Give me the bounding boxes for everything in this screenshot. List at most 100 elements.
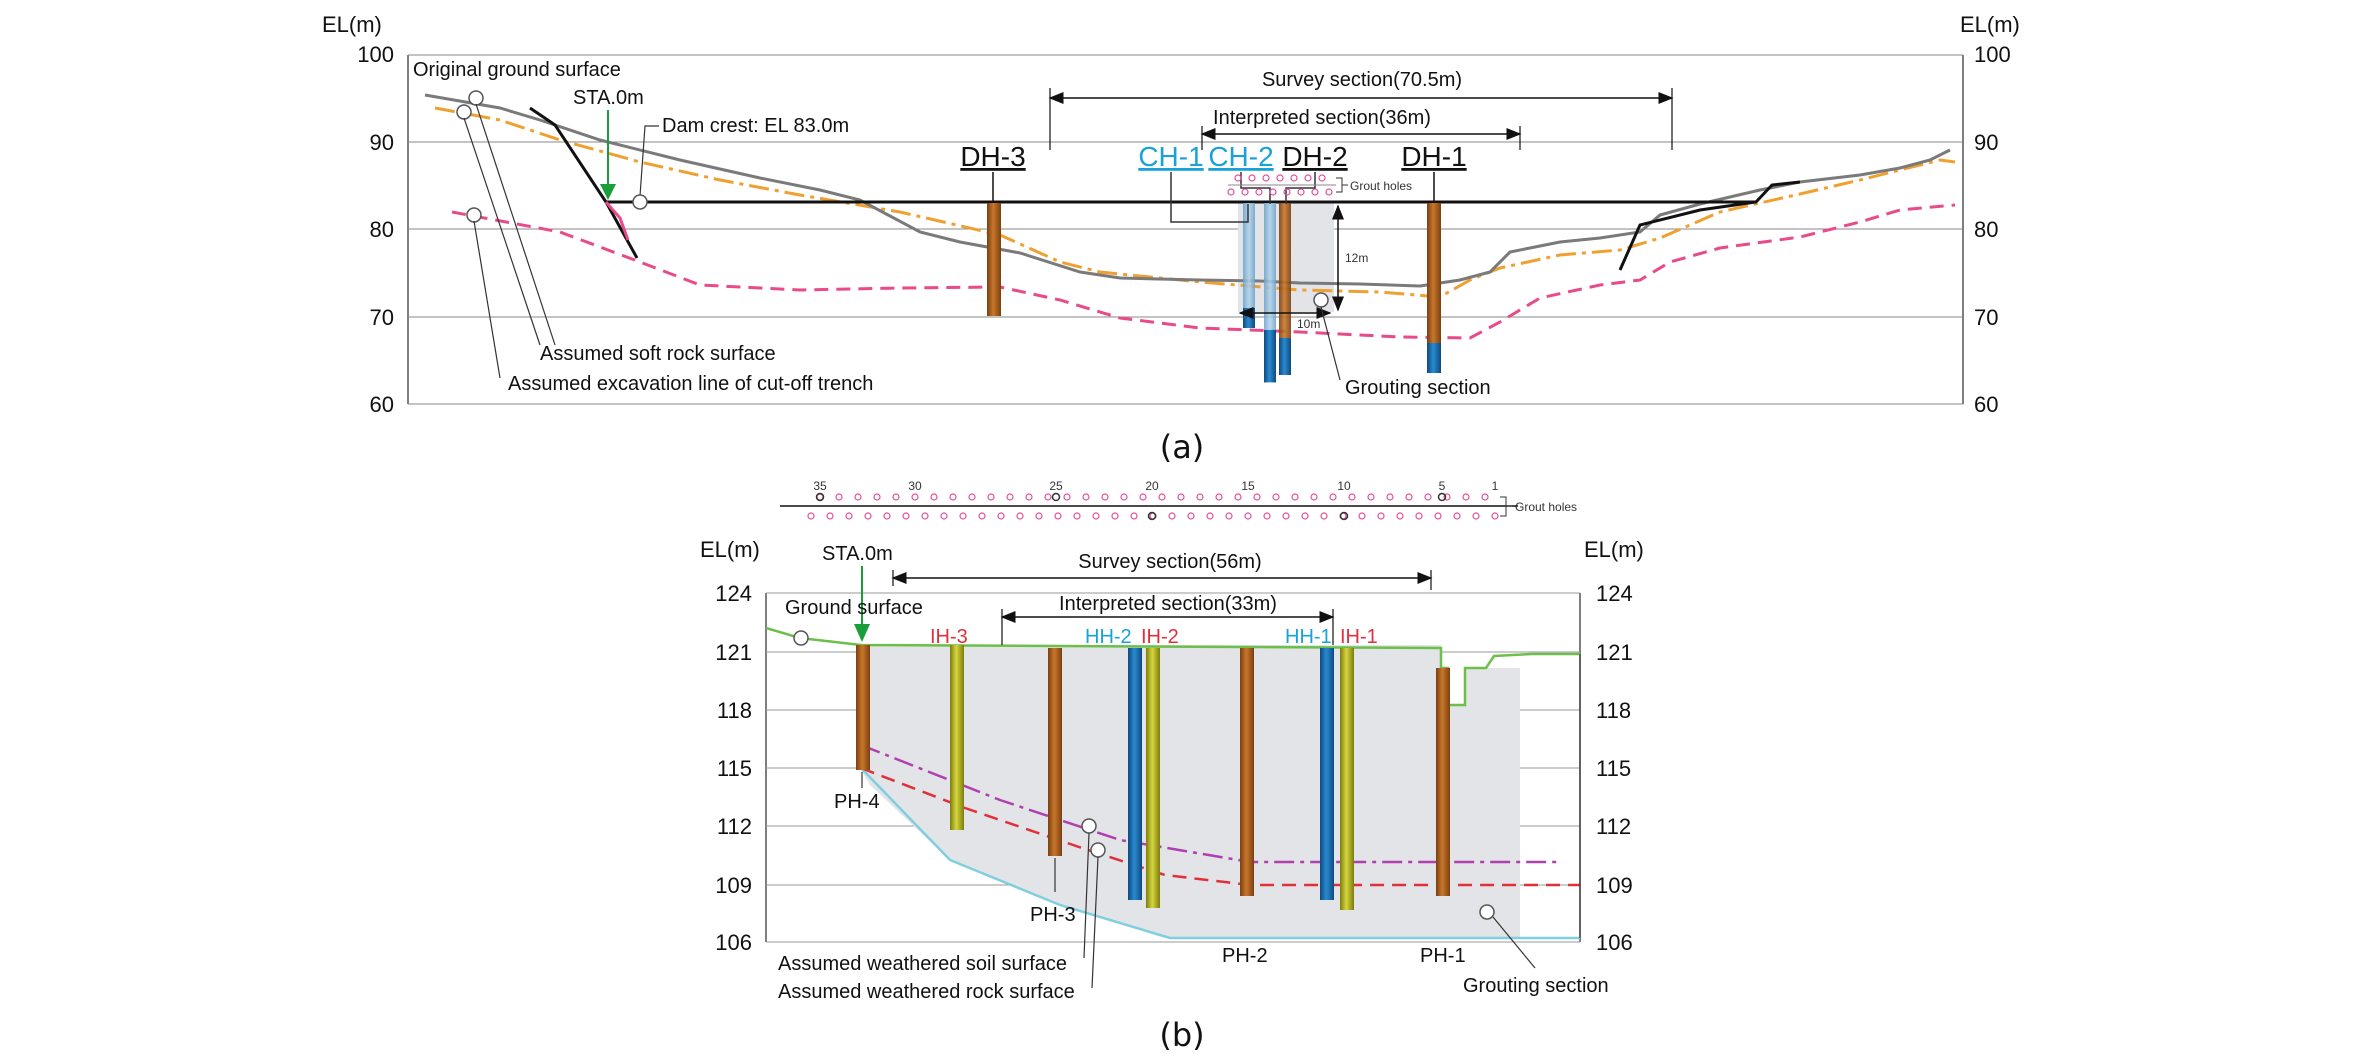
panel-a-sta-label: STA.0m (573, 87, 644, 109)
panel-a-soft-rock-label: Assumed soft rock surface (540, 343, 776, 365)
panel-a-survey-label: Survey section(70.5m) (1262, 69, 1462, 91)
panel-b-grouting-area (861, 645, 1520, 938)
panel-b-caption: (b) (1159, 1016, 1204, 1054)
panel-b-sta-label: STA.0m (822, 543, 893, 565)
panel-b-grout-holes-label: Grout holes (1515, 500, 1577, 514)
y-tick: 70 (1974, 305, 1998, 330)
y-tick: 118 (717, 698, 752, 723)
panel-a-original-ground (424, 93, 1951, 288)
panel-a-dim-horizontal-label: 10m (1297, 317, 1320, 331)
hole-label-hh2: HH-2 (1085, 626, 1132, 648)
borehole-ih3 (950, 645, 964, 830)
hole-label-ph2: PH-2 (1222, 945, 1268, 967)
panel-a-y-ticks-right: 100 90 80 70 60 (1974, 42, 2011, 417)
y-tick: 90 (1974, 130, 1998, 155)
panel-b-y-label-left: EL(m) (700, 537, 760, 562)
panel-a-excavation-label: Assumed excavation line of cut-off trenc… (508, 373, 873, 395)
panel-a: EL(m) EL(m) 100 90 80 70 60 100 90 80 70… (322, 12, 2020, 466)
y-tick: 90 (370, 130, 394, 155)
hole-label-dh3: DH-3 (960, 141, 1025, 172)
panel-a-grouting-label: Grouting section (1345, 377, 1491, 399)
hole-label-ch1: CH-1 (1138, 141, 1203, 172)
panel-b-sta-arrowhead (854, 624, 870, 642)
panel-a-trench-left-red (604, 201, 630, 241)
grout-number: 15 (1241, 479, 1255, 493)
panel-b-weathered-rock-label: Assumed weathered rock surface (778, 981, 1075, 1003)
hole-label-dh2: DH-2 (1282, 141, 1347, 172)
panel-b-grout-holes: 35 30 25 20 15 10 5 1 Grout holes (780, 479, 1577, 521)
borehole-ch1-lower (1243, 308, 1255, 328)
panel-a-original-ground-label: Original ground surface (413, 59, 621, 81)
hole-label-dh1: DH-1 (1401, 141, 1466, 172)
panel-b: 35 30 25 20 15 10 5 1 Grout holes EL(m) (700, 479, 1644, 1054)
y-tick: 115 (717, 756, 752, 781)
y-tick: 121 (1596, 640, 1633, 665)
hole-label-ch2: CH-2 (1208, 141, 1273, 172)
hole-label-ih1: IH-1 (1340, 626, 1378, 648)
borehole-ph3 (1048, 648, 1062, 856)
borehole-ih2 (1146, 648, 1160, 908)
borehole-dh1-lower (1427, 343, 1441, 373)
y-tick: 118 (1596, 698, 1631, 723)
panel-b-red-dash-line (860, 766, 1580, 887)
panel-b-survey-label: Survey section(56m) (1078, 551, 1261, 573)
hole-label-ph1: PH-1 (1420, 945, 1466, 967)
y-tick: 115 (1596, 756, 1631, 781)
panel-a-sta-arrowhead (600, 184, 616, 200)
panel-b-hole-labels-top: IH-3 HH-2 IH-2 HH-1 IH-1 (930, 626, 1378, 648)
borehole-dh2-lower (1279, 338, 1291, 375)
y-tick: 60 (370, 392, 394, 417)
panel-a-grout-holes (1227, 174, 1336, 196)
y-tick: 112 (717, 814, 752, 839)
panel-a-interpreted-label: Interpreted section(36m) (1213, 107, 1431, 129)
panel-a-trench-left (529, 106, 639, 259)
grout-number: 20 (1145, 479, 1159, 493)
panel-a-y-label-left: EL(m) (322, 12, 382, 37)
panel-a-trench-right (1618, 180, 1801, 271)
panel-b-weathered-soil-label: Assumed weathered soil surface (778, 953, 1067, 975)
y-tick: 80 (370, 217, 394, 242)
hole-label-ih2: IH-2 (1141, 626, 1179, 648)
y-tick: 109 (1596, 873, 1633, 898)
y-tick: 106 (1596, 930, 1633, 955)
grout-number: 30 (908, 479, 922, 493)
panel-a-hole-labels: DH-3 CH-1 CH-2 DH-2 DH-1 (960, 141, 1467, 223)
borehole-dh3 (987, 203, 1001, 316)
y-tick: 80 (1974, 217, 1998, 242)
hole-label-ph4: PH-4 (834, 791, 880, 813)
hole-label-ih3: IH-3 (930, 626, 968, 648)
y-tick: 60 (1974, 392, 1998, 417)
grout-number: 10 (1337, 479, 1351, 493)
y-tick: 109 (715, 873, 752, 898)
y-tick: 124 (715, 581, 752, 606)
y-tick: 106 (715, 930, 752, 955)
panel-b-ground-surface-label: Ground surface (785, 597, 923, 619)
borehole-hh1 (1320, 648, 1334, 900)
borehole-ih1 (1340, 648, 1354, 910)
hole-label-ph3: PH-3 (1030, 904, 1076, 926)
borehole-ch1 (1243, 203, 1255, 313)
y-tick: 70 (370, 305, 394, 330)
grout-number: 35 (813, 479, 827, 493)
grout-number: 5 (1439, 479, 1446, 493)
grout-number: 1 (1492, 479, 1499, 493)
panel-a-dim-vertical-label: 12m (1345, 251, 1368, 265)
borehole-ph4 (856, 645, 870, 770)
y-tick: 100 (357, 42, 394, 67)
panel-a-dam-crest-label: Dam crest: EL 83.0m (662, 115, 849, 137)
panel-a-excavation-line (451, 203, 1956, 340)
panel-a-caption: (a) (1160, 428, 1205, 466)
panel-b-y-ticks-left: 124 121 118 115 112 109 106 (715, 581, 752, 955)
borehole-dh1 (1427, 203, 1441, 343)
panel-a-grout-holes-bracket (1336, 177, 1348, 193)
y-tick: 100 (1974, 42, 2011, 67)
panel-a-grout-holes-label: Grout holes (1350, 179, 1412, 193)
panel-b-y-label-right: EL(m) (1584, 537, 1644, 562)
panel-a-y-label-right: EL(m) (1960, 12, 2020, 37)
panel-b-grouting-label: Grouting section (1463, 975, 1609, 997)
panel-b-interpreted-label: Interpreted section(33m) (1059, 593, 1277, 615)
panel-a-soft-rock-line (434, 106, 1956, 299)
panel-a-gridlines (408, 54, 1963, 405)
borehole-ph1 (1436, 668, 1450, 896)
